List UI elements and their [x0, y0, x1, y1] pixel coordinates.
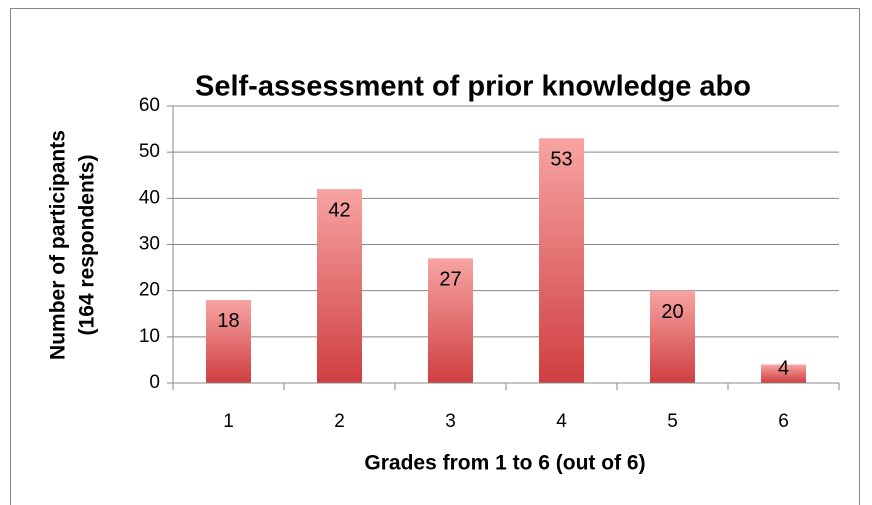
y-tick-label: 50	[139, 141, 160, 162]
x-tick-label: 3	[445, 411, 456, 432]
data-label: 27	[439, 269, 461, 291]
bar	[539, 138, 584, 383]
data-label: 20	[661, 301, 683, 323]
chart-frame	[10, 8, 860, 505]
bar	[650, 290, 695, 383]
y-tick-label: 20	[139, 280, 160, 301]
data-label: 42	[328, 199, 350, 221]
bar	[428, 258, 473, 383]
bar	[206, 299, 251, 383]
x-tick-label: 5	[667, 411, 678, 432]
x-tick-label: 1	[223, 411, 234, 432]
x-axis-title: Grades from 1 to 6 (out of 6)	[364, 452, 645, 475]
x-tick-label: 4	[556, 411, 567, 432]
y-tick-label: 60	[139, 95, 160, 116]
chart-title: Self-assessment of prior knowledge abo	[195, 71, 751, 103]
y-axis-title: (164 respondents)	[76, 155, 99, 336]
data-label: 4	[778, 357, 789, 379]
x-tick-label: 6	[778, 411, 789, 432]
x-tick-label: 2	[334, 411, 345, 432]
bar	[317, 189, 362, 383]
data-label: 53	[550, 149, 572, 171]
bar	[761, 364, 806, 383]
y-tick-label: 10	[139, 326, 160, 347]
y-tick-label: 0	[149, 372, 160, 393]
y-axis-title: Number of participants	[47, 130, 70, 360]
y-tick-label: 40	[139, 187, 160, 208]
data-label: 18	[217, 310, 239, 332]
y-tick-label: 30	[139, 234, 160, 255]
